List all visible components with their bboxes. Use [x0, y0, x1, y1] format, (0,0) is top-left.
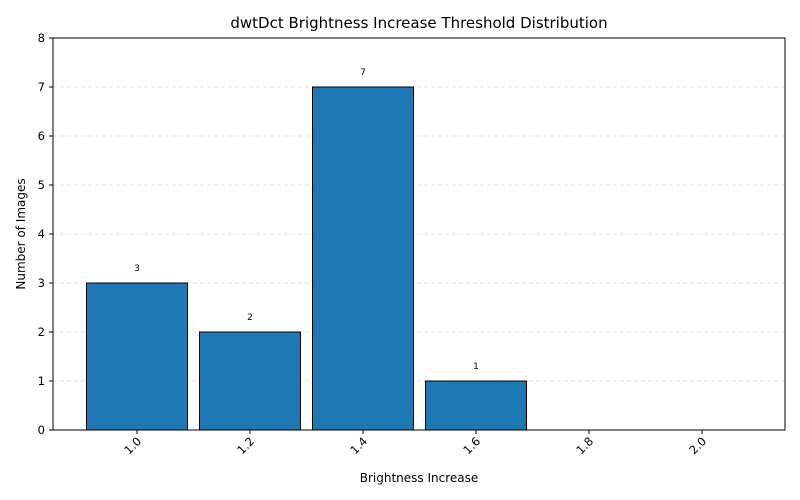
x-tick-label: 2.0 [686, 434, 709, 457]
bar-1.0 [86, 282, 188, 431]
y-tick-label: 4 [38, 227, 45, 241]
x-tick-label: 1.8 [573, 434, 596, 457]
x-tick-label: 1.2 [234, 434, 257, 457]
y-tick-label: 0 [38, 423, 45, 437]
y-axis-label: Number of Images [14, 178, 28, 289]
x-axis-ticks: 1.0 1.2 1.4 1.6 1.8 2.0 [121, 430, 709, 457]
bar-value-label: 7 [360, 68, 366, 78]
y-tick-label: 8 [38, 31, 45, 45]
y-tick-label: 6 [38, 129, 45, 143]
y-axis-ticks: 0 1 2 3 4 5 6 7 8 [38, 31, 53, 437]
x-tick-label: 1.4 [347, 434, 370, 457]
x-axis-label: Brightness Increase [360, 471, 479, 485]
y-tick-label: 5 [38, 178, 45, 192]
bar-value-label: 2 [247, 313, 253, 323]
bar-1.2 [199, 331, 301, 431]
y-tick-label: 3 [38, 276, 45, 290]
bar-1.4 [312, 86, 414, 431]
y-tick-label: 2 [38, 325, 45, 339]
x-tick-label: 1.6 [460, 434, 483, 457]
y-tick-label: 7 [38, 80, 45, 94]
bar-value-label: 3 [134, 264, 140, 274]
bars [86, 86, 753, 431]
x-tick-label: 1.0 [121, 434, 144, 457]
bar-value-label: 1 [473, 362, 479, 372]
chart-title: dwtDct Brightness Increase Threshold Dis… [230, 14, 607, 32]
bar-value-labels: 3 2 7 1 [134, 68, 479, 372]
bar-1.6 [425, 380, 527, 431]
y-tick-label: 1 [38, 374, 45, 388]
